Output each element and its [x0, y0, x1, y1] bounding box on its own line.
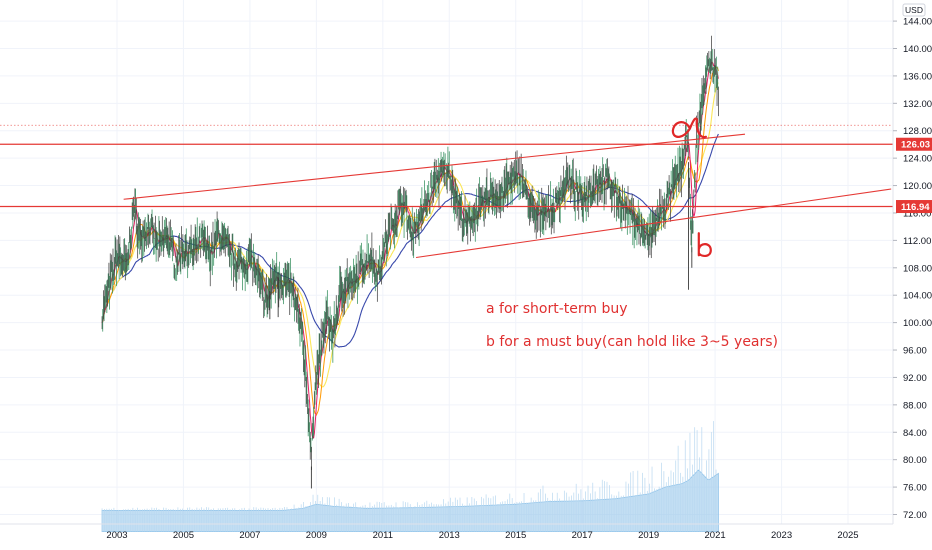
level-price-labels: 126.03 116.94 — [896, 137, 932, 214]
x-axis-ticks: 2003 2005 2007 2009 2011 2013 2015 2017 2019 2021… — [106, 530, 858, 541]
y-tick-label: 124.00 — [903, 154, 932, 165]
trend-line[interactable] — [415, 188, 892, 259]
y-tick-label: 92.00 — [903, 373, 927, 384]
annotation-b: b for a must buy(can hold like 3~5 years… — [486, 334, 778, 350]
y-tick-label: 80.00 — [903, 455, 927, 466]
handwritten-a — [671, 117, 707, 139]
y-tick-label: 108.00 — [903, 263, 932, 274]
level-label: 116.94 — [901, 202, 930, 213]
y-tick-label: 72.00 — [903, 510, 927, 521]
level-label-box — [896, 137, 932, 151]
y-tick-label: 128.00 — [903, 126, 932, 137]
x-tick-label: 2003 — [106, 530, 127, 541]
y-tick-label: 136.00 — [903, 71, 932, 82]
y-tick-label: 112.00 — [903, 236, 931, 247]
y-tick-label: 84.00 — [903, 428, 927, 439]
x-tick-label: 2025 — [837, 530, 858, 541]
horizontal-levels — [0, 124, 893, 208]
y-tick-label: 120.00 — [903, 181, 932, 192]
level-label: 126.03 — [901, 140, 930, 151]
x-tick-label: 2017 — [572, 530, 593, 541]
volume-area — [101, 421, 719, 533]
annotations: a for short-term buy b for a must buy(can… — [486, 301, 778, 350]
x-tick-label: 2011 — [373, 530, 393, 541]
y-tick-label: 76.00 — [903, 483, 927, 494]
x-tick-label: 2005 — [173, 530, 194, 541]
y-tick-label: 100.00 — [903, 318, 932, 329]
y-tick-label: 144.00 — [903, 17, 932, 28]
trend-line[interactable] — [123, 133, 746, 200]
y-tick-label: 132.00 — [903, 99, 932, 110]
x-tick-label: 2023 — [771, 530, 792, 541]
y-tick-label: 96.00 — [903, 346, 927, 357]
x-tick-label: 2021 — [705, 530, 726, 541]
handwritten-b — [697, 232, 712, 257]
price-line — [101, 35, 719, 489]
x-tick-label: 2013 — [439, 530, 460, 541]
x-tick-label: 2009 — [306, 530, 327, 541]
level-label-box — [896, 200, 932, 214]
y-axis-ticks: 72.00 76.00 80.00 84.00 88.00 92.00 96.00 100.0… — [893, 17, 932, 521]
annotation-a: a for short-term buy — [486, 301, 628, 317]
currency-label: USD — [905, 5, 923, 15]
y-tick-label: 140.00 — [903, 44, 932, 55]
x-tick-label: 2007 — [239, 530, 260, 541]
y-tick-label: 116.00 — [903, 208, 931, 219]
x-tick-label: 2019 — [638, 530, 659, 541]
y-tick-label: 104.00 — [903, 291, 932, 302]
trend-lines — [123, 133, 892, 259]
currency-box[interactable] — [902, 3, 926, 17]
x-tick-label: 2015 — [505, 530, 526, 541]
handwritten-marks — [671, 117, 712, 257]
y-tick-label: 88.00 — [903, 400, 927, 411]
